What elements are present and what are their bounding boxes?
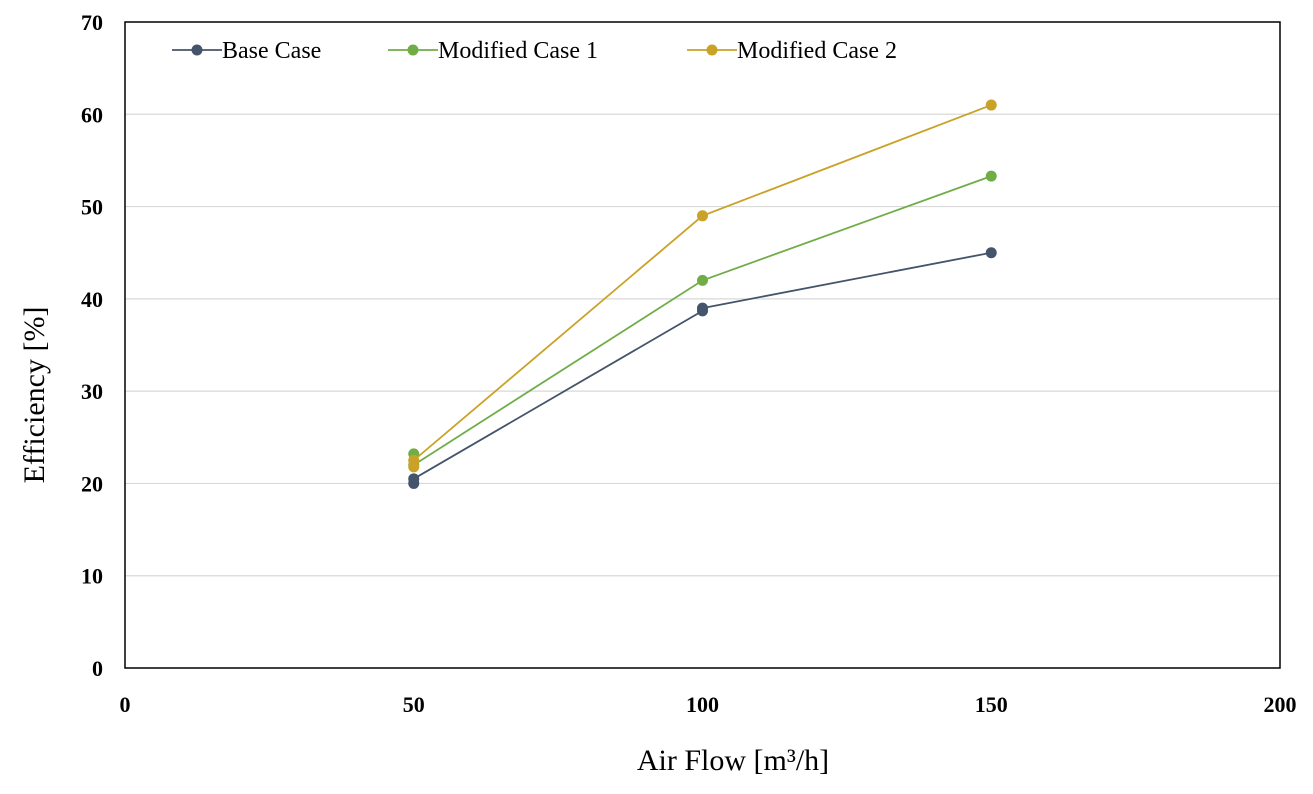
series-line-modified-case-2 bbox=[412, 104, 992, 467]
tick-layer: 0 10 20 30 40 50 60 70 0 50 100 150 200 bbox=[81, 10, 1297, 717]
y-tick-label: 40 bbox=[81, 287, 103, 312]
y-tick-label: 10 bbox=[81, 564, 103, 589]
y-tick-label: 50 bbox=[81, 195, 103, 220]
data-point-modified-case-1-2 bbox=[697, 274, 708, 286]
y-tick-label: 0 bbox=[92, 656, 103, 681]
data-point-modified-case-2-3 bbox=[985, 99, 997, 111]
data-point-modified-case-2-1 bbox=[408, 454, 420, 466]
legend-label: Base Case bbox=[222, 38, 321, 64]
legend-swatch-marker bbox=[706, 44, 718, 56]
series-layer bbox=[408, 99, 997, 489]
legend-label: Modified Case 2 bbox=[737, 38, 897, 64]
data-point-base-case-4 bbox=[985, 247, 997, 259]
y-tick-label: 70 bbox=[81, 10, 103, 35]
data-point-base-case-1 bbox=[408, 473, 420, 485]
legend: Base Case Modified Case 1 Modified Case 2 bbox=[172, 38, 897, 64]
y-axis-title: Efficiency [%] bbox=[18, 307, 51, 484]
legend-item-base-case: Base Case bbox=[172, 38, 321, 64]
x-tick-label: 200 bbox=[1264, 692, 1297, 717]
x-tick-label: 150 bbox=[975, 692, 1008, 717]
legend-swatch-marker bbox=[407, 44, 419, 56]
legend-swatch-marker bbox=[191, 44, 203, 56]
y-tick-label: 30 bbox=[81, 379, 103, 404]
x-tick-label: 50 bbox=[403, 692, 425, 717]
x-axis-title: Air Flow [m³/h] bbox=[637, 744, 829, 777]
legend-item-modified-case-1: Modified Case 1 bbox=[388, 38, 598, 64]
legend-item-modified-case-2: Modified Case 2 bbox=[687, 38, 897, 64]
series-base-case bbox=[408, 247, 997, 489]
legend-label: Modified Case 1 bbox=[438, 38, 598, 64]
data-point-base-case-3 bbox=[697, 302, 708, 314]
data-point-modified-case-2-2 bbox=[697, 210, 708, 222]
series-line-base-case bbox=[412, 251, 992, 484]
x-tick-label: 100 bbox=[686, 692, 719, 717]
plot-frame bbox=[124, 21, 1281, 669]
data-point-modified-case-1-3 bbox=[985, 170, 997, 182]
grid-layer bbox=[125, 113, 1280, 577]
y-tick-label: 60 bbox=[81, 102, 103, 127]
series-modified-case-2 bbox=[408, 99, 997, 473]
x-tick-label: 0 bbox=[120, 692, 131, 717]
y-tick-label: 20 bbox=[81, 471, 103, 496]
